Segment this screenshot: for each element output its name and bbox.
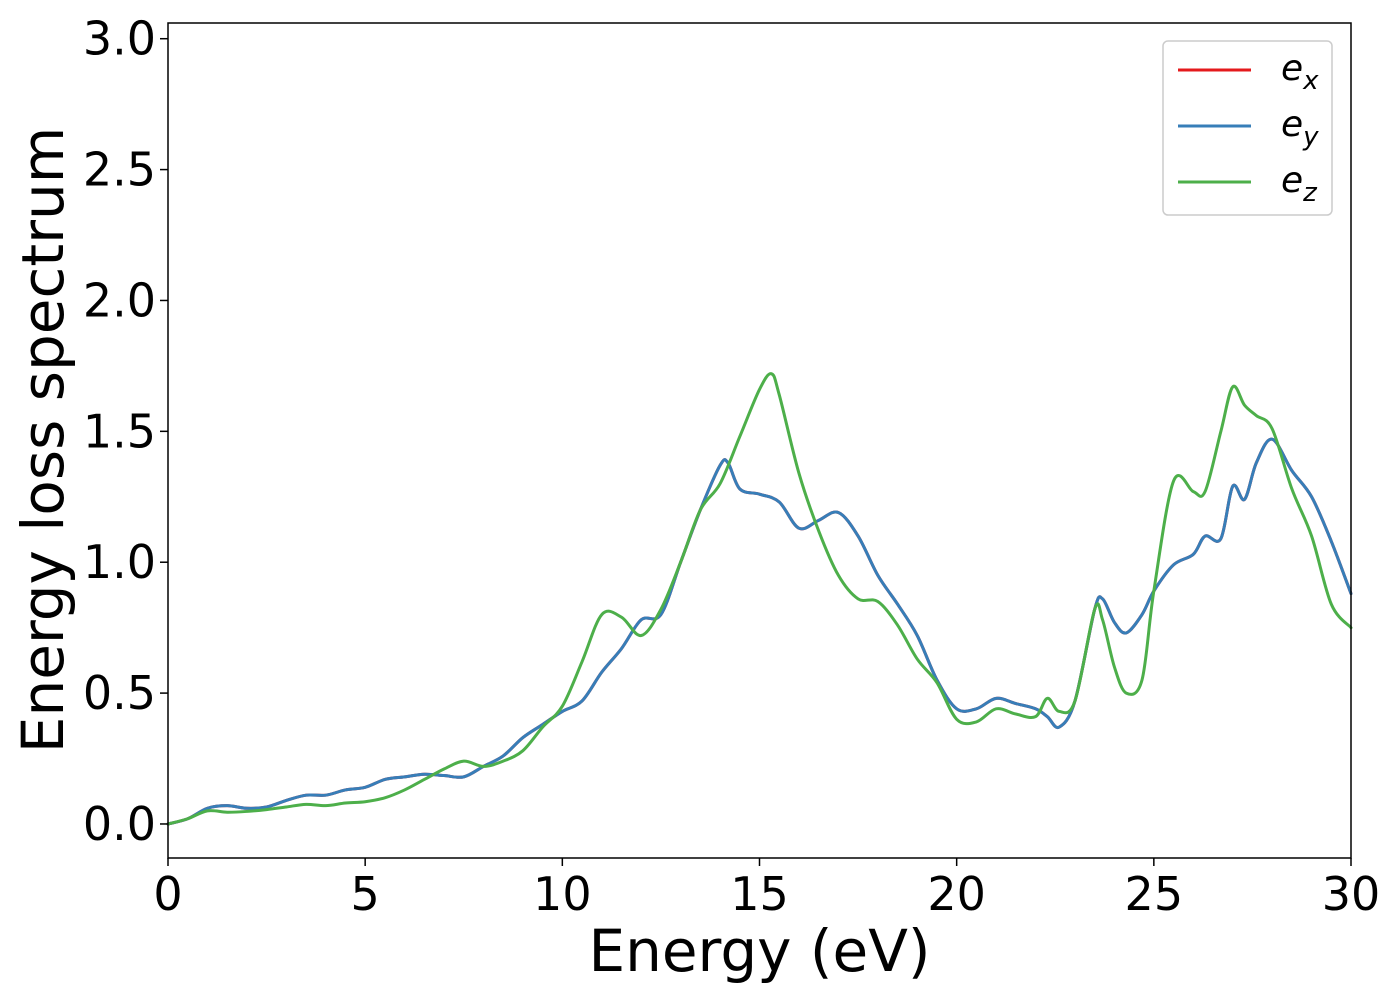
x-tick-label: 10 [533,867,592,921]
x-tick-label: 15 [730,867,789,921]
legend-label-subscript: y [1302,122,1319,152]
y-axis-ticks: 0.0 0.5 1.0 1.5 2.0 2.5 3.0 [83,12,168,851]
plot-area [168,23,1351,858]
y-tick-label: 2.0 [83,273,156,327]
legend-label-base: e [1281,104,1303,145]
legend-label-y: ey [1281,104,1319,152]
y-tick-label: 2.5 [83,143,156,197]
legend-label-z: ez [1281,160,1318,208]
x-tick-label: 30 [1322,867,1381,921]
x-axis-title: Energy (eV) [588,917,930,985]
legend-label-subscript: z [1302,178,1318,208]
legend-label-x: ex [1281,48,1319,96]
series-line-y [166,437,1353,826]
x-tick-label: 0 [153,867,182,921]
y-tick-label: 3.0 [83,12,156,66]
y-tick-label: 0.0 [83,797,156,851]
y-tick-label: 1.5 [83,404,156,458]
x-tick-label: 25 [1125,867,1184,921]
x-tick-label: 20 [927,867,986,921]
legend-label-base: e [1281,160,1303,201]
y-tick-label: 1.0 [83,535,156,589]
legend-label-subscript: x [1302,66,1319,96]
series-line-z [166,372,1353,826]
y-tick-label: 0.5 [83,666,156,720]
legend-box [1162,40,1333,216]
y-axis-title: Energy loss spectrum [9,127,77,753]
series-lines [166,372,1353,826]
x-tick-label: 5 [351,867,380,921]
x-axis-ticks: 0 5 10 15 20 25 30 [153,858,1380,921]
legend-label-base: e [1281,48,1303,89]
